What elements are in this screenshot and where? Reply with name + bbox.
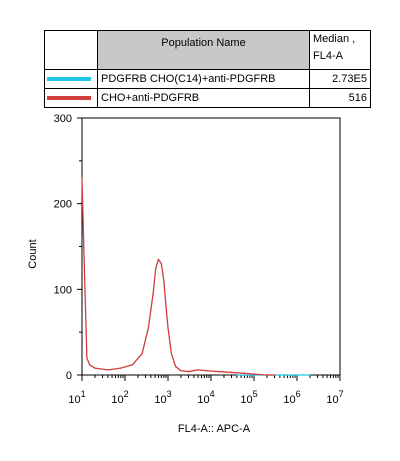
legend-swatch-cyan (47, 77, 91, 81)
x-tick-exponent: 2 (124, 389, 129, 399)
series-segment (167, 327, 173, 355)
x-tick-label: 101 (68, 389, 85, 406)
series-segment (147, 292, 154, 329)
x-tick-exponent: 5 (253, 389, 258, 399)
series-segment (165, 305, 169, 329)
series-segment (243, 372, 255, 375)
legend-header-median: Median , FL4-A (309, 30, 371, 70)
legend-median-value: 516 (309, 88, 371, 108)
x-tick-exponent: 6 (296, 389, 301, 399)
series-segment (141, 327, 150, 355)
x-tick-exponent: 3 (167, 389, 172, 399)
x-tick-exponent: 7 (339, 389, 344, 399)
x-tick-label: 102 (111, 389, 128, 406)
x-tick-label: 106 (283, 389, 300, 406)
x-tick-label: 104 (197, 389, 214, 406)
series-segment (86, 357, 91, 366)
series-segment (253, 373, 268, 376)
series-segment (152, 267, 157, 295)
legend-header-sample-cell (44, 30, 98, 70)
legend-header-median-line1: Median , (313, 33, 356, 45)
plot-frame (81, 117, 341, 376)
y-tick-label: 100 (54, 284, 72, 296)
series-segment (155, 258, 160, 269)
series-segment (83, 245, 88, 359)
x-tick-exponent: 4 (210, 389, 215, 399)
y-tick-label: 200 (54, 199, 72, 211)
legend-row: CHO+anti-PDGFRB 516 (44, 88, 371, 108)
series-segment (170, 352, 177, 368)
series-segment (160, 262, 165, 282)
series-segment (107, 367, 122, 371)
series-segment (187, 369, 199, 373)
series-segment (163, 280, 167, 308)
legend-swatch-cell (44, 88, 98, 108)
series-segment (180, 370, 190, 373)
legend-table: Population Name Median , FL4-A PDGFRB CH… (44, 30, 371, 108)
x-tick-label: 107 (326, 389, 343, 406)
x-tick-label: 105 (240, 389, 257, 406)
series-segment (81, 177, 85, 248)
series-layer (81, 177, 311, 376)
x-tick-exponent: 1 (81, 389, 86, 399)
x-tick-label: 103 (154, 389, 171, 406)
legend-swatch-red (47, 96, 91, 100)
series-red (81, 177, 276, 376)
series-segment (88, 364, 96, 369)
series-segment (94, 367, 109, 371)
series-segment (120, 364, 134, 369)
legend-population-name: PDGFRB CHO(C14)+anti-PDGFRB (97, 69, 310, 89)
series-segment (197, 369, 208, 372)
x-axis: 101 102 103 104 105 106 107 (68, 375, 344, 406)
x-axis-label: FL4-A:: APC-A (178, 423, 251, 435)
legend-row: PDGFRB CHO(C14)+anti-PDGFRB 2.73E5 (44, 69, 371, 89)
series-segment (217, 370, 233, 374)
series-segment (230, 371, 246, 374)
series-segment (174, 365, 182, 372)
legend-header-population: Population Name (97, 30, 310, 70)
y-axis-label: Count (27, 239, 39, 268)
legend-median-value: 2.73E5 (309, 69, 371, 89)
legend-population-name: CHO+anti-PDGFRB (97, 88, 310, 108)
y-tick-label: 0 (66, 370, 72, 382)
series-segment (206, 370, 220, 373)
y-tick-label: 300 (54, 113, 72, 125)
series-segment (131, 352, 143, 366)
legend-header-median-line2: FL4-A (313, 50, 343, 62)
series-segment (157, 258, 162, 265)
y-axis: 0 100 200 300 (54, 113, 82, 382)
